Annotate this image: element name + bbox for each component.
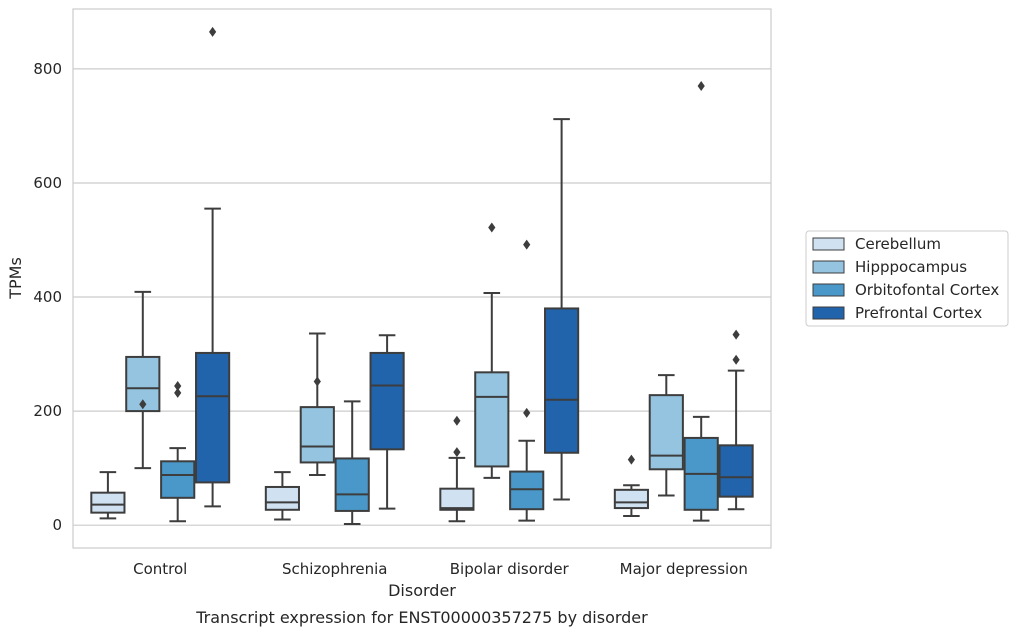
legend: Cerebellum Hipppocampus Orbitofontal Corte…	[805, 230, 1009, 327]
legend-label: Orbitofontal Cortex	[855, 281, 999, 299]
box-body	[195, 351, 231, 484]
legend-swatch	[812, 260, 845, 274]
x-tick-labels: Control Schizophrenia Bipolar disorder Majo…	[133, 560, 748, 578]
box-2-0	[439, 415, 475, 523]
outlier-point	[174, 381, 182, 392]
box-0-0	[90, 471, 126, 520]
y-tick-label: 600	[33, 174, 62, 192]
legend-label: Hipppocampus	[855, 258, 967, 276]
box-3-2	[683, 81, 719, 522]
x-axis-label: Disorder	[388, 581, 456, 600]
box-3-0	[613, 454, 649, 518]
box-body	[160, 460, 196, 499]
x-tick-label: Major depression	[620, 560, 748, 578]
box-2-1	[474, 222, 510, 479]
boxes	[90, 26, 754, 526]
legend-swatch	[812, 283, 845, 297]
outlier-point	[313, 376, 321, 387]
outlier-point	[697, 81, 705, 91]
box-0-1	[125, 290, 161, 470]
box-body	[439, 487, 475, 511]
outlier-point	[139, 399, 147, 410]
box-body	[509, 470, 545, 511]
box-3-3	[718, 329, 754, 511]
legend-frame	[805, 230, 1009, 327]
y-tick-label: 400	[33, 288, 62, 306]
y-tick-labels: 0 200 400 600 800	[33, 60, 62, 534]
box-2-2	[509, 239, 545, 522]
outlier-point	[453, 415, 461, 426]
y-tick-label: 0	[52, 516, 62, 534]
legend-label: Prefrontal Cortex	[855, 304, 982, 322]
legend-label: Cerebellum	[855, 235, 941, 253]
box-0-3	[195, 26, 231, 508]
x-tick-label: Bipolar disorder	[450, 560, 570, 578]
box-body	[369, 351, 405, 451]
box-1-1	[299, 332, 335, 476]
y-tick-label: 200	[33, 402, 62, 420]
outlier-point	[523, 407, 531, 418]
box-2-3	[544, 118, 580, 501]
legend-swatch	[812, 237, 845, 251]
x-tick-label: Schizophrenia	[282, 560, 387, 578]
box-3-1	[648, 374, 684, 497]
box-0-2	[160, 381, 196, 523]
y-axis-label: TPMs	[6, 257, 25, 300]
box-body	[90, 491, 126, 514]
outlier-point	[488, 222, 496, 233]
outlier-point	[453, 447, 461, 458]
box-body	[299, 406, 335, 464]
box-body	[718, 444, 754, 498]
outlier-point	[209, 26, 217, 37]
outlier-point	[732, 329, 740, 340]
legend-items: Cerebellum Hipppocampus Orbitofontal Corte…	[812, 235, 999, 322]
x-tick-label: Control	[133, 560, 187, 578]
box-1-0	[264, 471, 300, 521]
box-body	[264, 485, 300, 511]
outlier-point	[627, 454, 635, 465]
legend-swatch	[812, 306, 845, 320]
box-body	[648, 394, 684, 471]
box-1-3	[369, 334, 405, 510]
chart-caption: Transcript expression for ENST0000035727…	[195, 608, 648, 627]
y-tick-label: 800	[33, 60, 62, 78]
outlier-point	[523, 239, 531, 250]
box-1-2	[334, 400, 370, 526]
outlier-point	[174, 387, 182, 398]
outlier-point	[732, 354, 740, 365]
box-body	[474, 371, 510, 468]
box-body	[613, 488, 649, 510]
box-body	[544, 307, 580, 454]
box-body	[334, 457, 370, 512]
